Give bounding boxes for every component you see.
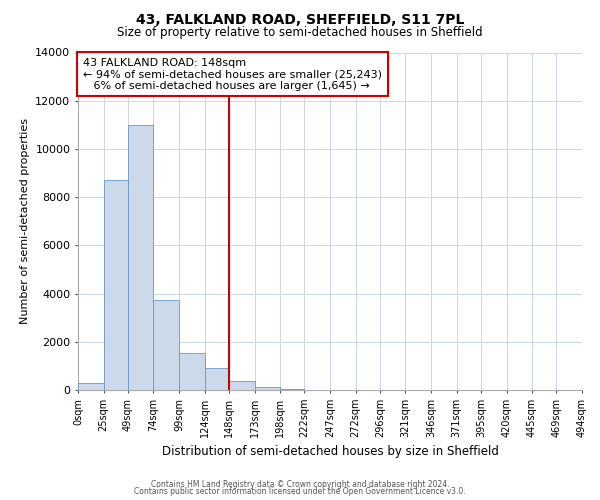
Bar [254,387,280,390]
Text: 43 FALKLAND ROAD: 148sqm
← 94% of semi-detached houses are smaller (25,243)
   6: 43 FALKLAND ROAD: 148sqm ← 94% of semi-d… [83,58,382,91]
X-axis label: Distribution of semi-detached houses by size in Sheffield: Distribution of semi-detached houses by … [161,446,499,458]
Bar [205,368,229,390]
Bar [104,180,128,390]
Text: Contains public sector information licensed under the Open Government Licence v3: Contains public sector information licen… [134,488,466,496]
Text: 43, FALKLAND ROAD, SHEFFIELD, S11 7PL: 43, FALKLAND ROAD, SHEFFIELD, S11 7PL [136,12,464,26]
Text: Contains HM Land Registry data © Crown copyright and database right 2024.: Contains HM Land Registry data © Crown c… [151,480,449,489]
Bar [179,352,205,390]
Y-axis label: Number of semi-detached properties: Number of semi-detached properties [20,118,29,324]
Bar [154,300,179,390]
Text: Size of property relative to semi-detached houses in Sheffield: Size of property relative to semi-detach… [117,26,483,39]
Bar [78,383,104,390]
Bar [229,381,254,390]
Bar [280,388,304,390]
Bar [128,125,154,390]
